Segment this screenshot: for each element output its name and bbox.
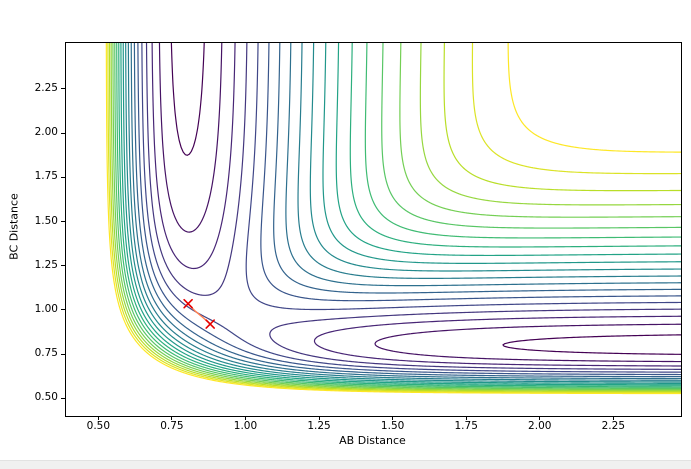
y-tick-mark xyxy=(61,176,65,178)
plot-area xyxy=(65,42,682,417)
x-axis-label: AB Distance xyxy=(339,434,406,447)
x-tick-mark xyxy=(392,416,394,420)
y-tick-mark xyxy=(61,221,65,223)
x-tick-label: 1.25 xyxy=(307,420,331,432)
y-tick-mark xyxy=(61,397,65,399)
y-axis-label: BC Distance xyxy=(7,193,21,260)
x-tick-label: 0.75 xyxy=(160,420,184,432)
y-tick-label: 1.50 xyxy=(34,214,58,227)
x-tick-mark xyxy=(244,416,246,420)
x-tick-label: 2.25 xyxy=(601,420,626,432)
contour-canvas xyxy=(66,43,681,416)
y-tick-mark xyxy=(61,132,65,134)
y-tick-mark xyxy=(61,88,65,90)
x-tick-label: 1.50 xyxy=(380,420,405,432)
y-tick-label: 1.00 xyxy=(34,302,58,315)
x-tick-label: 1.75 xyxy=(454,420,478,432)
x-tick-label: 0.50 xyxy=(86,420,111,432)
x-tick-mark xyxy=(539,416,541,420)
y-tick-label: 2.25 xyxy=(34,81,58,94)
x-tick-mark xyxy=(97,416,99,420)
x-tick-mark xyxy=(612,416,614,420)
y-tick-label: 0.50 xyxy=(34,391,58,404)
y-tick-mark xyxy=(61,353,65,355)
window-edge-strip xyxy=(0,460,691,469)
y-tick-label: 2.00 xyxy=(34,126,58,139)
y-tick-mark xyxy=(61,265,65,267)
x-tick-mark xyxy=(465,416,467,420)
x-tick-mark xyxy=(171,416,173,420)
x-tick-label: 1.00 xyxy=(233,420,258,432)
y-tick-label: 0.75 xyxy=(34,347,58,360)
x-tick-mark xyxy=(318,416,320,420)
y-tick-mark xyxy=(61,309,65,311)
y-tick-label: 1.75 xyxy=(34,170,58,183)
y-tick-label: 1.25 xyxy=(34,258,58,271)
x-tick-label: 2.00 xyxy=(528,420,552,432)
